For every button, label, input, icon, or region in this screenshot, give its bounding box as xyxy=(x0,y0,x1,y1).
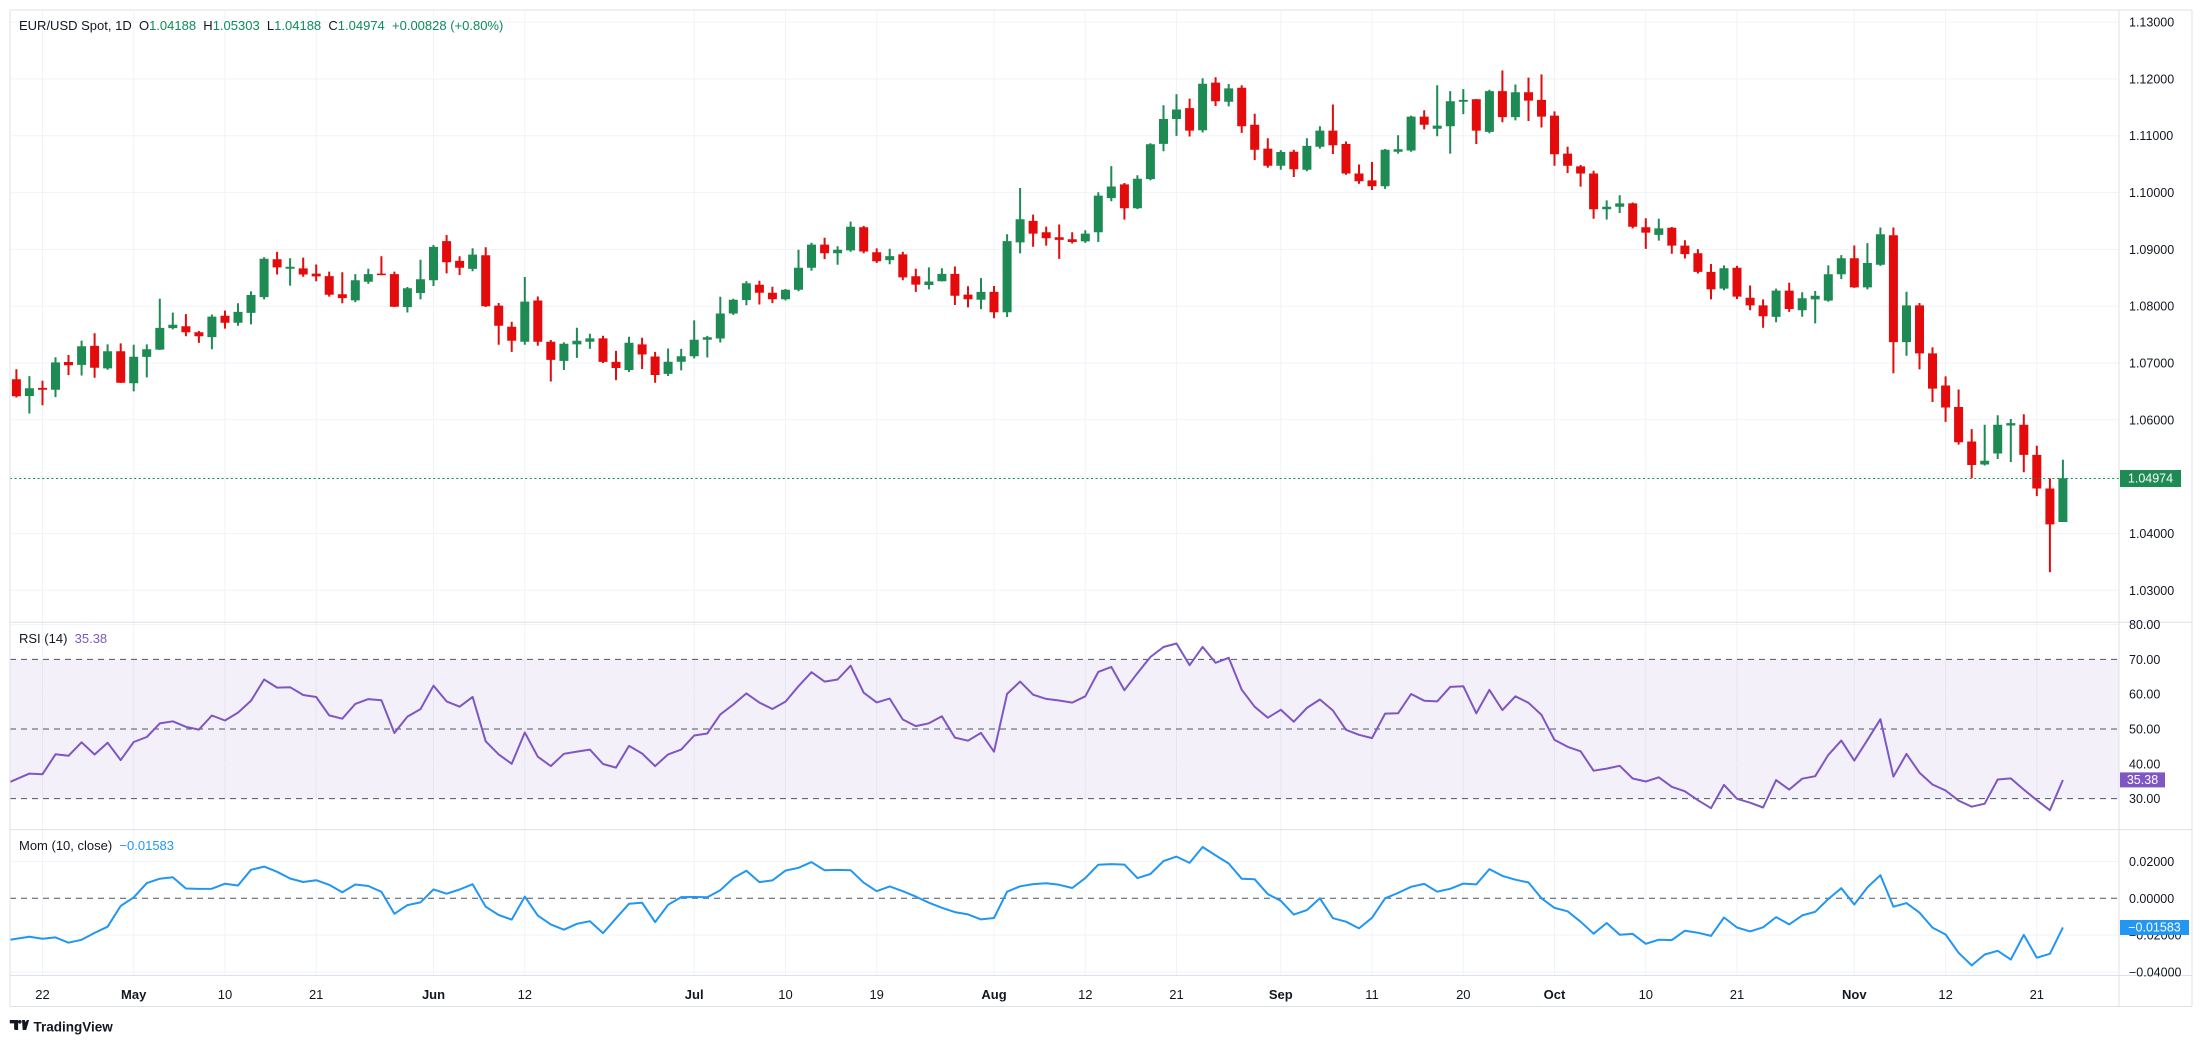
svg-text:1.08000: 1.08000 xyxy=(2129,300,2174,314)
svg-text:10: 10 xyxy=(778,987,792,1002)
svg-text:12: 12 xyxy=(1938,987,1952,1002)
svg-text:70.00: 70.00 xyxy=(2129,653,2160,667)
svg-text:0.00000: 0.00000 xyxy=(2129,892,2174,906)
svg-text:1.04000: 1.04000 xyxy=(2129,527,2174,541)
svg-text:1.10000: 1.10000 xyxy=(2129,186,2174,200)
svg-text:1.09000: 1.09000 xyxy=(2129,243,2174,257)
svg-text:30.00: 30.00 xyxy=(2129,792,2160,806)
svg-text:−0.01583: −0.01583 xyxy=(2128,921,2181,935)
svg-text:80.00: 80.00 xyxy=(2129,618,2160,632)
svg-text:0.02000: 0.02000 xyxy=(2129,855,2174,869)
svg-text:60.00: 60.00 xyxy=(2129,688,2160,702)
svg-text:10: 10 xyxy=(1639,987,1653,1002)
svg-text:EUR/USD Spot, 1D O1.04188 H1: EUR/USD Spot, 1D O1.04188 H1.05303 L1.04… xyxy=(19,18,503,33)
svg-text:35.38: 35.38 xyxy=(2127,773,2158,787)
svg-text:11: 11 xyxy=(1365,987,1379,1002)
svg-text:1.03000: 1.03000 xyxy=(2129,584,2174,598)
svg-text:1.12000: 1.12000 xyxy=(2129,72,2174,86)
svg-text:12: 12 xyxy=(518,987,532,1002)
svg-text:12: 12 xyxy=(1078,987,1092,1002)
svg-text:21: 21 xyxy=(1169,987,1183,1002)
svg-text:1.13000: 1.13000 xyxy=(2129,16,2174,30)
svg-text:−0.04000: −0.04000 xyxy=(2129,966,2182,980)
svg-text:21: 21 xyxy=(2030,987,2044,1002)
svg-text:Mom (10, close) −0.01583: Mom (10, close) −0.01583 xyxy=(19,838,174,853)
svg-text:1.06000: 1.06000 xyxy=(2129,413,2174,427)
svg-text:20: 20 xyxy=(1456,987,1470,1002)
svg-text:Oct: Oct xyxy=(1544,987,1566,1002)
svg-text:19: 19 xyxy=(869,987,883,1002)
svg-text:50.00: 50.00 xyxy=(2129,723,2160,737)
svg-text:21: 21 xyxy=(309,987,323,1002)
svg-text:RSI (14) 35.38: RSI (14) 35.38 xyxy=(19,631,107,646)
svg-text:22: 22 xyxy=(35,987,49,1002)
svg-text:40.00: 40.00 xyxy=(2129,757,2160,771)
svg-text:1.07000: 1.07000 xyxy=(2129,357,2174,371)
svg-text:Jul: Jul xyxy=(685,987,704,1002)
svg-text:Sep: Sep xyxy=(1269,987,1293,1002)
svg-text:Aug: Aug xyxy=(981,987,1006,1002)
svg-text:May: May xyxy=(121,987,147,1002)
svg-text:21: 21 xyxy=(1730,987,1744,1002)
svg-text:1.04974: 1.04974 xyxy=(2128,472,2173,486)
svg-text:1.11000: 1.11000 xyxy=(2129,129,2173,143)
svg-text:10: 10 xyxy=(218,987,232,1002)
svg-text:Jun: Jun xyxy=(422,987,445,1002)
svg-text:Nov: Nov xyxy=(1842,987,1867,1002)
svg-text:TradingView: TradingView xyxy=(34,1020,114,1035)
